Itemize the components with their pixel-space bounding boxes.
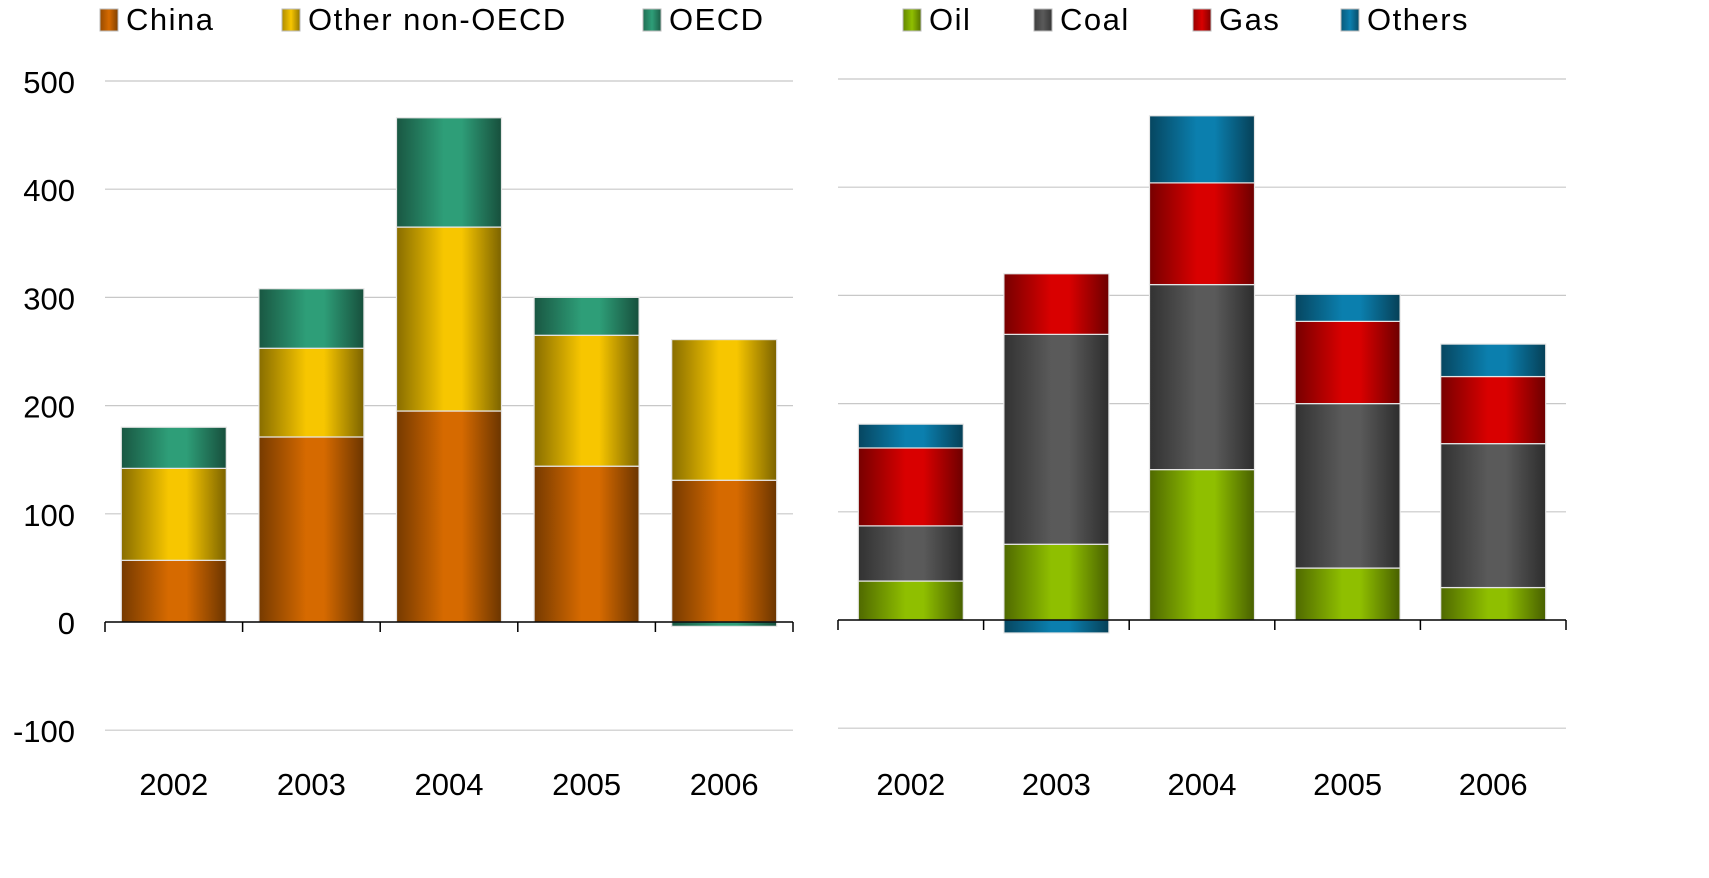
x-tick-label: 2005	[1313, 767, 1382, 802]
bar-others-2006	[1440, 343, 1547, 378]
bar-coal-2006	[1440, 443, 1547, 589]
legend-item-china: China	[99, 2, 215, 37]
bar-china-2005	[533, 465, 640, 623]
legend-swatch	[99, 8, 119, 32]
bar-other-non-oecd-2004	[395, 226, 503, 412]
legend-item-oecd: OECD	[642, 2, 765, 37]
y-tick-label: -100	[13, 714, 75, 749]
x-tick-label: 2006	[1459, 767, 1528, 802]
legend-swatch	[1340, 8, 1360, 32]
legend-item-others: Others	[1340, 2, 1469, 37]
x-tick-label: 2003	[277, 767, 346, 802]
bar-china-2002	[120, 559, 227, 623]
bar-coal-2005	[1294, 403, 1401, 569]
bar-other-non-oecd-2006	[671, 338, 778, 481]
x-tick-label: 2002	[876, 767, 945, 802]
legend-label: OECD	[669, 2, 765, 37]
bar-gas-2002	[857, 447, 964, 527]
bar-oecd-2004	[395, 117, 503, 228]
bar-coal-2004	[1148, 283, 1256, 471]
bar-oil-2004	[1148, 469, 1256, 621]
legend-item-gas: Gas	[1192, 2, 1280, 37]
chart-panel-2: 2002 2003 2004 2005 2006 Oil Coal Gas Others	[837, 2, 1567, 802]
legend-label: Others	[1367, 2, 1469, 37]
bar-oil-2002	[857, 580, 964, 621]
bar-oil-2005	[1294, 567, 1401, 621]
bar-gas-2006	[1440, 375, 1547, 445]
bar-gas-2005	[1294, 320, 1401, 405]
legend-label: Other non-OECD	[308, 2, 567, 37]
bar-others-2004	[1148, 115, 1256, 184]
legend-label: Oil	[929, 2, 971, 37]
legend-swatch	[1033, 8, 1053, 32]
x-tick-label: 2006	[690, 767, 759, 802]
bar-other-non-oecd-2002	[120, 467, 227, 561]
legend-label: Coal	[1060, 2, 1130, 37]
y-tick-label: 0	[58, 606, 75, 641]
legend-item-coal: Coal	[1033, 2, 1130, 37]
bar-oecd-2002	[120, 426, 227, 469]
x-tick-label: 2004	[415, 767, 484, 802]
bar-oil-2003	[1003, 543, 1110, 621]
bar-other-non-oecd-2005	[533, 334, 640, 467]
bar-china-2006	[671, 479, 778, 623]
legend-label: China	[126, 2, 215, 37]
y-tick-label: 100	[23, 498, 75, 533]
bar-china-2004	[395, 410, 503, 623]
bar-others-2005	[1294, 293, 1401, 322]
x-tick-label: 2003	[1022, 767, 1091, 802]
bar-gas-2003	[1003, 273, 1110, 335]
y-tick-label: 500	[23, 65, 75, 100]
y-tick-label: 200	[23, 390, 75, 425]
bar-others-2003	[1003, 619, 1110, 634]
bar-other-non-oecd-2003	[258, 347, 365, 438]
x-tick-label: 2005	[552, 767, 621, 802]
chart-panel-1: -100 0 100 200 300 400 500 2002 2003 2004 2005 2006…	[13, 2, 794, 802]
legend-item-oil: Oil	[902, 2, 971, 37]
x-tick-label: 2002	[139, 767, 208, 802]
legend-item-other-non-oecd: Other non-OECD	[281, 2, 567, 37]
legend-swatch	[902, 8, 922, 32]
bar-oil-2006	[1440, 586, 1547, 621]
legend-swatch	[281, 8, 301, 32]
legend-swatch	[642, 8, 662, 32]
legend-swatch	[1192, 8, 1212, 32]
bar-oecd-2003	[258, 288, 365, 349]
y-tick-label: 300	[23, 281, 75, 316]
bar-gas-2004	[1148, 182, 1256, 286]
bar-others-2002	[857, 423, 964, 449]
x-tick-label: 2004	[1168, 767, 1237, 802]
y-tick-label: 400	[23, 173, 75, 208]
bar-coal-2003	[1003, 333, 1110, 545]
bar-china-2003	[258, 436, 365, 623]
legend-label: Gas	[1219, 2, 1280, 37]
bar-coal-2002	[857, 525, 964, 582]
bar-oecd-2005	[533, 296, 640, 336]
